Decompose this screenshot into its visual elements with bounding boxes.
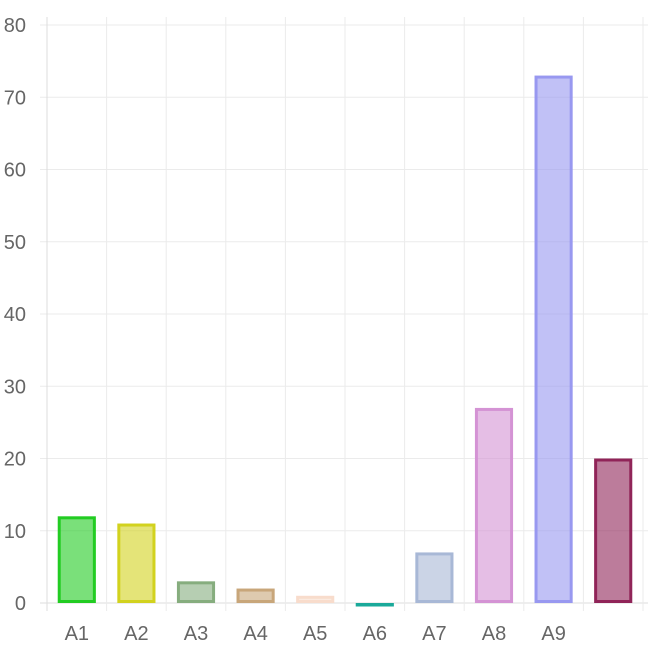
bar-bar10 — [594, 458, 633, 603]
x-axis-ticks: A1 A2 A3 A4 A5 A6 A7 A8 A9 — [65, 623, 566, 645]
bar-A5 — [296, 595, 335, 604]
x-tick-label: A6 — [363, 623, 387, 645]
bar-A3 — [176, 581, 216, 604]
bar-A7 — [415, 552, 454, 603]
y-tick-label: 40 — [4, 304, 26, 326]
bar-A8 — [474, 407, 514, 603]
x-tick-label: A7 — [422, 623, 446, 645]
x-tick-label: A1 — [65, 623, 89, 645]
bar-A2 — [117, 523, 156, 604]
y-tick-label: 50 — [4, 232, 26, 254]
y-tick-label: 20 — [4, 449, 26, 471]
y-tick-label: 10 — [4, 521, 26, 543]
bar-A9 — [534, 75, 573, 603]
x-tick-label: A8 — [482, 623, 506, 645]
y-tick-label: 70 — [4, 87, 26, 109]
bar-A4 — [236, 588, 275, 603]
x-tick-label: A3 — [184, 623, 208, 645]
x-tick-label: A9 — [541, 623, 565, 645]
bar-A6 — [355, 603, 394, 607]
y-axis-ticks: 0 10 20 30 40 50 60 70 80 — [4, 15, 26, 615]
y-tick-label: 80 — [4, 15, 26, 37]
x-tick-label: A2 — [124, 623, 148, 645]
grid — [40, 17, 648, 611]
x-tick-label: A5 — [303, 623, 327, 645]
bars — [57, 75, 633, 607]
y-tick-label: 30 — [4, 376, 26, 398]
bar-A1 — [57, 516, 96, 603]
y-tick-label: 60 — [4, 160, 26, 182]
y-tick-label: 0 — [15, 593, 26, 615]
x-tick-label: A4 — [243, 623, 267, 645]
